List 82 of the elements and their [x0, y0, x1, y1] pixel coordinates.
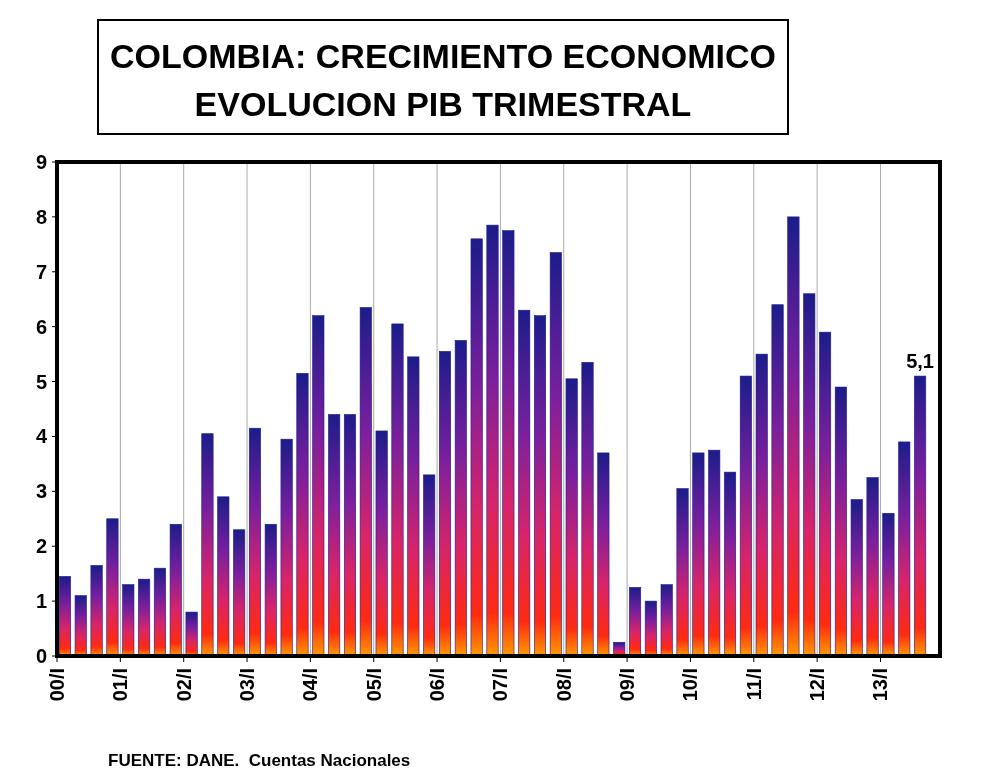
- bar: [819, 331, 832, 657]
- y-tick-label: 4: [35, 425, 48, 448]
- x-tick-label: 02/I: [172, 668, 195, 702]
- x-tick-label: 12/I: [806, 668, 829, 702]
- x-tick-label: 13/I: [869, 668, 892, 702]
- bar: [122, 584, 135, 657]
- y-tick-label: 1: [35, 590, 47, 613]
- bar: [518, 309, 531, 657]
- x-tick-label: 03/I: [236, 668, 259, 702]
- bar: [153, 567, 166, 657]
- bar: [423, 474, 436, 657]
- x-tick-label: 08/I: [552, 668, 575, 702]
- bar: [803, 293, 816, 657]
- bar: [898, 441, 911, 657]
- bar: [502, 230, 515, 657]
- bar: [312, 315, 325, 657]
- bar: [486, 224, 499, 657]
- bar: [391, 323, 404, 657]
- y-tick-label: 9: [35, 151, 47, 173]
- x-tick-label: 01/I: [109, 668, 132, 702]
- x-tick-label: 06/I: [426, 668, 449, 702]
- bar: [438, 351, 451, 657]
- bar: [755, 353, 768, 657]
- bar: [185, 611, 198, 657]
- source-note: FUENTE: DANE. Cuentas Nacionales: [108, 751, 411, 770]
- data-label: 5,1: [906, 350, 934, 373]
- x-tick-label: 07/I: [489, 668, 512, 702]
- bar: [613, 641, 626, 657]
- x-tick-label: 00/I: [46, 668, 68, 702]
- bar: [708, 449, 721, 657]
- bar: [359, 307, 372, 657]
- bar: [58, 576, 71, 657]
- bar: [407, 356, 420, 657]
- bar: [914, 375, 927, 657]
- bar: [660, 584, 673, 657]
- bar: [739, 375, 752, 657]
- y-tick-label: 2: [35, 535, 47, 558]
- x-tick-label: 05/I: [362, 668, 385, 702]
- bar: [74, 595, 87, 657]
- bar: [375, 430, 388, 657]
- y-tick-label: 3: [35, 480, 47, 503]
- bar: [834, 386, 847, 657]
- y-tick-label: 7: [35, 260, 47, 283]
- x-tick-label: 11/I: [742, 668, 765, 701]
- bar: [724, 471, 737, 657]
- bar: [90, 565, 103, 657]
- bar: [264, 523, 277, 657]
- bar: [201, 433, 214, 657]
- y-tick-label: 0: [35, 645, 47, 667]
- bar: [882, 512, 895, 657]
- bar: [676, 488, 689, 657]
- bar: [850, 499, 863, 657]
- bar: [280, 438, 293, 657]
- bar: [692, 452, 705, 657]
- bar: [248, 427, 261, 657]
- x-tick-label: 09/I: [616, 668, 639, 702]
- bar: [866, 477, 879, 657]
- y-tick-label: 5: [35, 370, 47, 393]
- bar: [138, 578, 151, 657]
- bar: [106, 518, 119, 657]
- bar: [454, 340, 467, 657]
- bar: [787, 216, 800, 657]
- bar: [549, 252, 562, 657]
- bar: [470, 238, 483, 657]
- bar: [565, 378, 578, 657]
- bar: [771, 304, 784, 657]
- bar: [328, 414, 341, 657]
- bar: [644, 600, 657, 657]
- chart-title: COLOMBIA: CRECIMIENTO ECONOMICO EVOLUCION PIB TRIMESTRAL: [109, 37, 777, 123]
- bar: [597, 452, 610, 657]
- bar: [534, 315, 547, 657]
- bar: [629, 587, 642, 657]
- bar: [217, 496, 230, 657]
- y-tick-label: 6: [35, 315, 47, 338]
- bar: [343, 414, 356, 657]
- y-tick-label: 8: [35, 205, 47, 228]
- bar: [296, 373, 309, 657]
- x-tick-label: 04/I: [299, 668, 322, 702]
- bar: [233, 529, 246, 657]
- x-tick-label: 10/I: [679, 668, 702, 702]
- bar: [581, 362, 594, 657]
- bar: [169, 523, 182, 657]
